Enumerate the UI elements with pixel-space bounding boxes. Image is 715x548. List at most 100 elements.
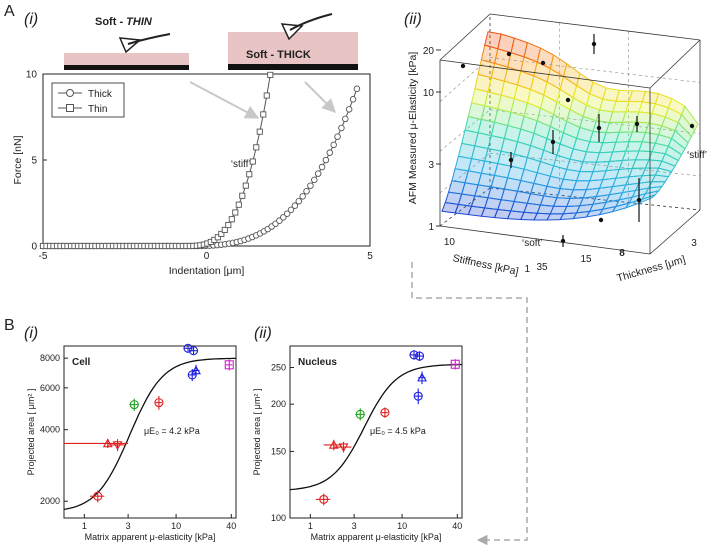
marker-circle [183, 343, 193, 353]
z-tick-label: 1 [428, 222, 434, 233]
afm-tip-thin [118, 37, 142, 54]
marker-circle [355, 409, 365, 419]
data-point [188, 346, 199, 356]
fit-label: μE₀ = 4.5 kPa [370, 426, 426, 436]
data-point-thin [253, 144, 260, 151]
box-edge [489, 13, 701, 41]
data-point-thin [256, 128, 263, 135]
marker-circle [413, 391, 423, 401]
x-tick-label: -5 [39, 251, 48, 262]
thick-label: Soft - THICK [246, 49, 311, 61]
x-tick-label: 1 [82, 521, 87, 531]
y-axis-label: Thickness [μm] [615, 254, 686, 285]
data-point-thick [299, 193, 306, 200]
x-axis-label: Indentation [μm] [169, 265, 245, 277]
cell-area-plot: 1 3 10 40 2000 4000 6000 8000 Matrix apparent μ-… [26, 343, 237, 542]
fit-curve [289, 363, 463, 491]
data-point-thick [326, 149, 334, 156]
thickness-tick-label: 15 [580, 254, 592, 265]
box-edge [649, 209, 701, 255]
x-tick-label: 3 [126, 521, 131, 531]
data-point [355, 408, 365, 421]
y-tick-label: 2000 [40, 496, 60, 506]
panel-label-a-ii: (ii) [404, 11, 422, 28]
arrow-thick-to-curve [304, 81, 336, 113]
x-tick-label: 5 [367, 251, 373, 262]
cantilever-thin [127, 33, 171, 45]
marker-circle [93, 491, 103, 501]
soft-annotation: ‘soft’ [522, 238, 543, 249]
y-tick-label: 5 [31, 156, 37, 167]
stiffness-tick-label: 10 [444, 237, 456, 248]
y-tick-label: 200 [271, 399, 286, 409]
z-tick-label: 10 [423, 88, 435, 99]
marker-circle [188, 346, 199, 356]
marker-triangle [191, 365, 201, 375]
data-point-thick [295, 197, 303, 205]
legend-box [51, 82, 125, 118]
x-axis-label: Stiffness [kPa] [452, 252, 520, 278]
fit-label: μE₀ = 4.2 kPa [144, 426, 200, 436]
box-edge [489, 187, 701, 211]
data-point-thin [218, 230, 225, 237]
afm-surface-plot: 1 3 10 20 AFM Measured μ-Elasticity [kPa] 10 1… [407, 13, 707, 285]
panel-label-b-i: (i) [24, 325, 38, 342]
data-point [591, 41, 597, 47]
plot-frame [289, 345, 463, 519]
y-tick-label: 100 [271, 513, 286, 523]
data-point-thin [228, 216, 235, 223]
data-point-thin [214, 234, 221, 241]
panel-label-b-ii: (ii) [254, 325, 272, 342]
y-axis-label: Force [nN] [12, 135, 24, 184]
back-gridline [489, 109, 701, 134]
legend: Thick Thin [51, 82, 125, 118]
plot-title: Nucleus [298, 357, 337, 368]
legend-label: Thin [88, 104, 107, 115]
data-point-thick [345, 106, 353, 113]
data-point [550, 139, 556, 145]
data-point [598, 217, 604, 223]
data-point [191, 364, 201, 377]
data-point [380, 407, 390, 418]
nucleus-area-plot: 1 3 10 40 100 150 200 250 Matrix apparent μ-elas… [252, 345, 463, 542]
thickness-tick-label: 3 [691, 238, 697, 249]
cantilever-thick [289, 13, 333, 31]
x-tick-label: 0 [204, 251, 210, 262]
marker-triangle-down [112, 441, 123, 451]
panel-label-a: A [4, 3, 15, 20]
data-point-thin [232, 209, 239, 216]
box-edge [439, 59, 651, 89]
data-point-thick [280, 214, 287, 221]
data-point-thick [334, 133, 341, 140]
y-tick-label: 6000 [40, 383, 60, 393]
marker-triangle-down [338, 443, 349, 453]
box-edge [649, 39, 701, 89]
data-point-thin [221, 226, 228, 233]
data-point-thick [307, 182, 314, 189]
plot-frame [63, 345, 237, 519]
afm-tip-thick [280, 23, 304, 41]
data-point [323, 439, 342, 451]
data-point-thin [242, 182, 249, 189]
y-axis-label: Projected area [ μm² ] [252, 389, 262, 476]
data-point [409, 350, 419, 360]
data-point [315, 493, 331, 506]
data-point-thin [267, 71, 274, 78]
data-point-thin [239, 192, 246, 199]
marker-circle [409, 350, 419, 360]
thickness-tick-label: 35 [536, 262, 548, 273]
thin-label: Soft - THIN [95, 16, 153, 28]
plot-title: Cell [72, 357, 91, 368]
x-tick-label: 40 [452, 521, 462, 531]
data-point [129, 398, 139, 411]
panel-label-a-i: (i) [24, 11, 38, 28]
legend-marker [66, 89, 74, 97]
data-point-thick [311, 176, 318, 184]
connector-arrow [411, 262, 528, 546]
back-gridline [489, 152, 701, 177]
y-tick-label: 4000 [40, 425, 60, 435]
data-point [634, 121, 640, 127]
data-point-thin [263, 92, 270, 99]
stiff-annotation: ‘stiff’ [231, 159, 251, 170]
